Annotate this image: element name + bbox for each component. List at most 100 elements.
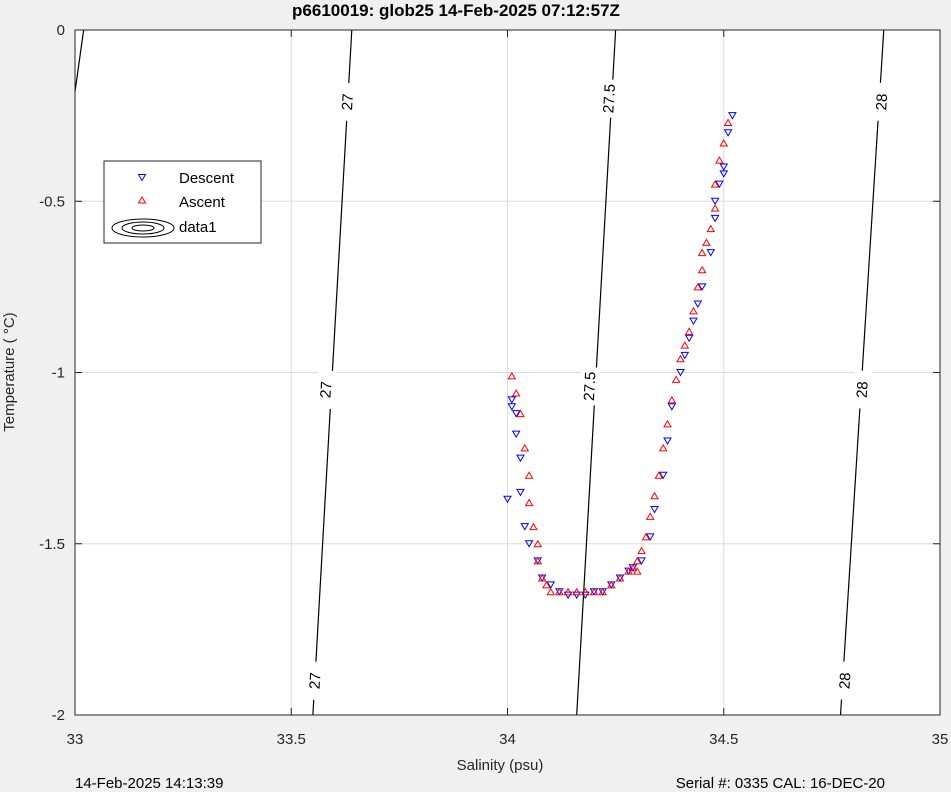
ascent-point [546, 587, 556, 596]
contour-label-bg [871, 82, 892, 122]
contour-label: 27.5 [599, 79, 620, 118]
contour-label-text: 28 [854, 381, 872, 399]
descent-point [689, 317, 698, 326]
ascent-point [542, 580, 551, 589]
ascent-point [615, 574, 625, 582]
ascent-point [589, 587, 599, 596]
descent-point [719, 170, 729, 178]
ascent-point [702, 238, 711, 246]
ascent-point [533, 539, 543, 548]
contour-label-text: 27 [307, 672, 325, 690]
ascent-point [697, 265, 707, 274]
ascent-point [516, 409, 525, 418]
contour-label-bg [834, 661, 856, 701]
chart-title: p6610019: glob25 14-Feb-2025 07:12:57Z [292, 1, 620, 20]
contour-label: 27 [337, 82, 358, 122]
ascent-point [667, 395, 677, 404]
legend-box [103, 160, 262, 244]
descent-point [637, 557, 646, 565]
contour-label-bg [304, 661, 326, 701]
y-tick-label: 0 [57, 22, 65, 39]
x-axis-label: Salinity (psu) [457, 757, 544, 774]
ascent-point [719, 139, 729, 147]
ascent-point [658, 443, 668, 452]
ascent-point [507, 371, 517, 380]
ascent-point [524, 498, 534, 507]
descent-point [719, 163, 729, 171]
contour-label-text: 27.5 [581, 371, 600, 401]
contour-label-text: 28 [836, 672, 854, 690]
descent-point [524, 540, 534, 548]
descent-point [516, 454, 525, 463]
ascent-point [676, 354, 685, 363]
y-tick-label: -0.5 [39, 193, 65, 210]
y-axis-label: Temperature ( °C) [1, 312, 18, 431]
descent-point [697, 283, 707, 291]
contour-label-text: 27 [339, 93, 357, 111]
contour-label: 27 [304, 661, 326, 701]
contour-label: 28 [851, 370, 873, 410]
ascent-point [637, 546, 646, 555]
ascent-point [671, 375, 681, 383]
descent-point [693, 300, 703, 308]
descent-point [676, 369, 685, 377]
contour-label: 28 [834, 661, 856, 701]
ascent-point [624, 567, 633, 575]
series-ascent [507, 118, 733, 596]
descent-point [520, 523, 530, 531]
ascent-point [572, 587, 582, 596]
x-axis-ticks: 33 33.5 34 34.5 35 [67, 30, 949, 748]
ascent-point [650, 491, 659, 500]
footer-timestamp: 14-Feb-2025 14:13:39 [75, 775, 223, 792]
x-tick-label: 34 [499, 731, 516, 748]
ascent-point [715, 156, 724, 164]
data-series [503, 112, 737, 600]
contour-label-text: 28 [873, 93, 891, 111]
ascent-point [680, 341, 690, 349]
contour-label-bg [315, 370, 336, 410]
contour-label: 27 [315, 370, 336, 410]
descent-point [503, 495, 512, 504]
ascent-point [710, 180, 720, 188]
descent-point [710, 197, 720, 206]
ascent-point [598, 587, 608, 596]
ascent-point [632, 556, 642, 565]
descent-point [507, 396, 517, 404]
descent-point [667, 403, 677, 411]
ascent-point [580, 587, 590, 596]
ascent-point [706, 224, 716, 233]
ascent-point [693, 282, 703, 291]
descent-point [710, 214, 720, 223]
ascent-point [606, 580, 616, 589]
ascent-point [684, 327, 694, 335]
ascent-point [689, 306, 698, 315]
descent-point [680, 351, 690, 360]
footer-serial-cal: Serial #: 0335 CAL: 16-DEC-20 [676, 775, 885, 792]
ascent-point [663, 419, 672, 428]
ascent-point [645, 512, 655, 520]
ascent-point [723, 118, 733, 126]
legend-marker-descent [137, 174, 147, 182]
y-tick-label: -2 [52, 707, 65, 724]
contour-label-text: 27 [317, 381, 335, 399]
descent-point [706, 249, 716, 257]
density-contours: 27 27 27 27.5 27.5 28 28 28 [74, 29, 892, 716]
contour-label: 28 [871, 82, 892, 122]
ascent-point [654, 471, 664, 479]
legend-marker-ascent [137, 196, 147, 204]
contour-label: 27.5 [579, 366, 600, 406]
ascent-point [697, 248, 707, 257]
y-tick-label: -1 [52, 365, 65, 382]
descent-point [728, 112, 737, 120]
contour-label-bg [579, 366, 600, 406]
x-tick-label: 35 [932, 731, 949, 748]
ascent-point [533, 556, 543, 565]
descent-point [715, 180, 724, 189]
descent-point [650, 506, 659, 514]
x-tick-label: 33 [67, 731, 84, 748]
descent-point [684, 334, 694, 343]
contour-line [74, 29, 85, 92]
contour-label-bg [851, 370, 873, 410]
chart-legend: Descent Ascent data1 [103, 160, 262, 244]
